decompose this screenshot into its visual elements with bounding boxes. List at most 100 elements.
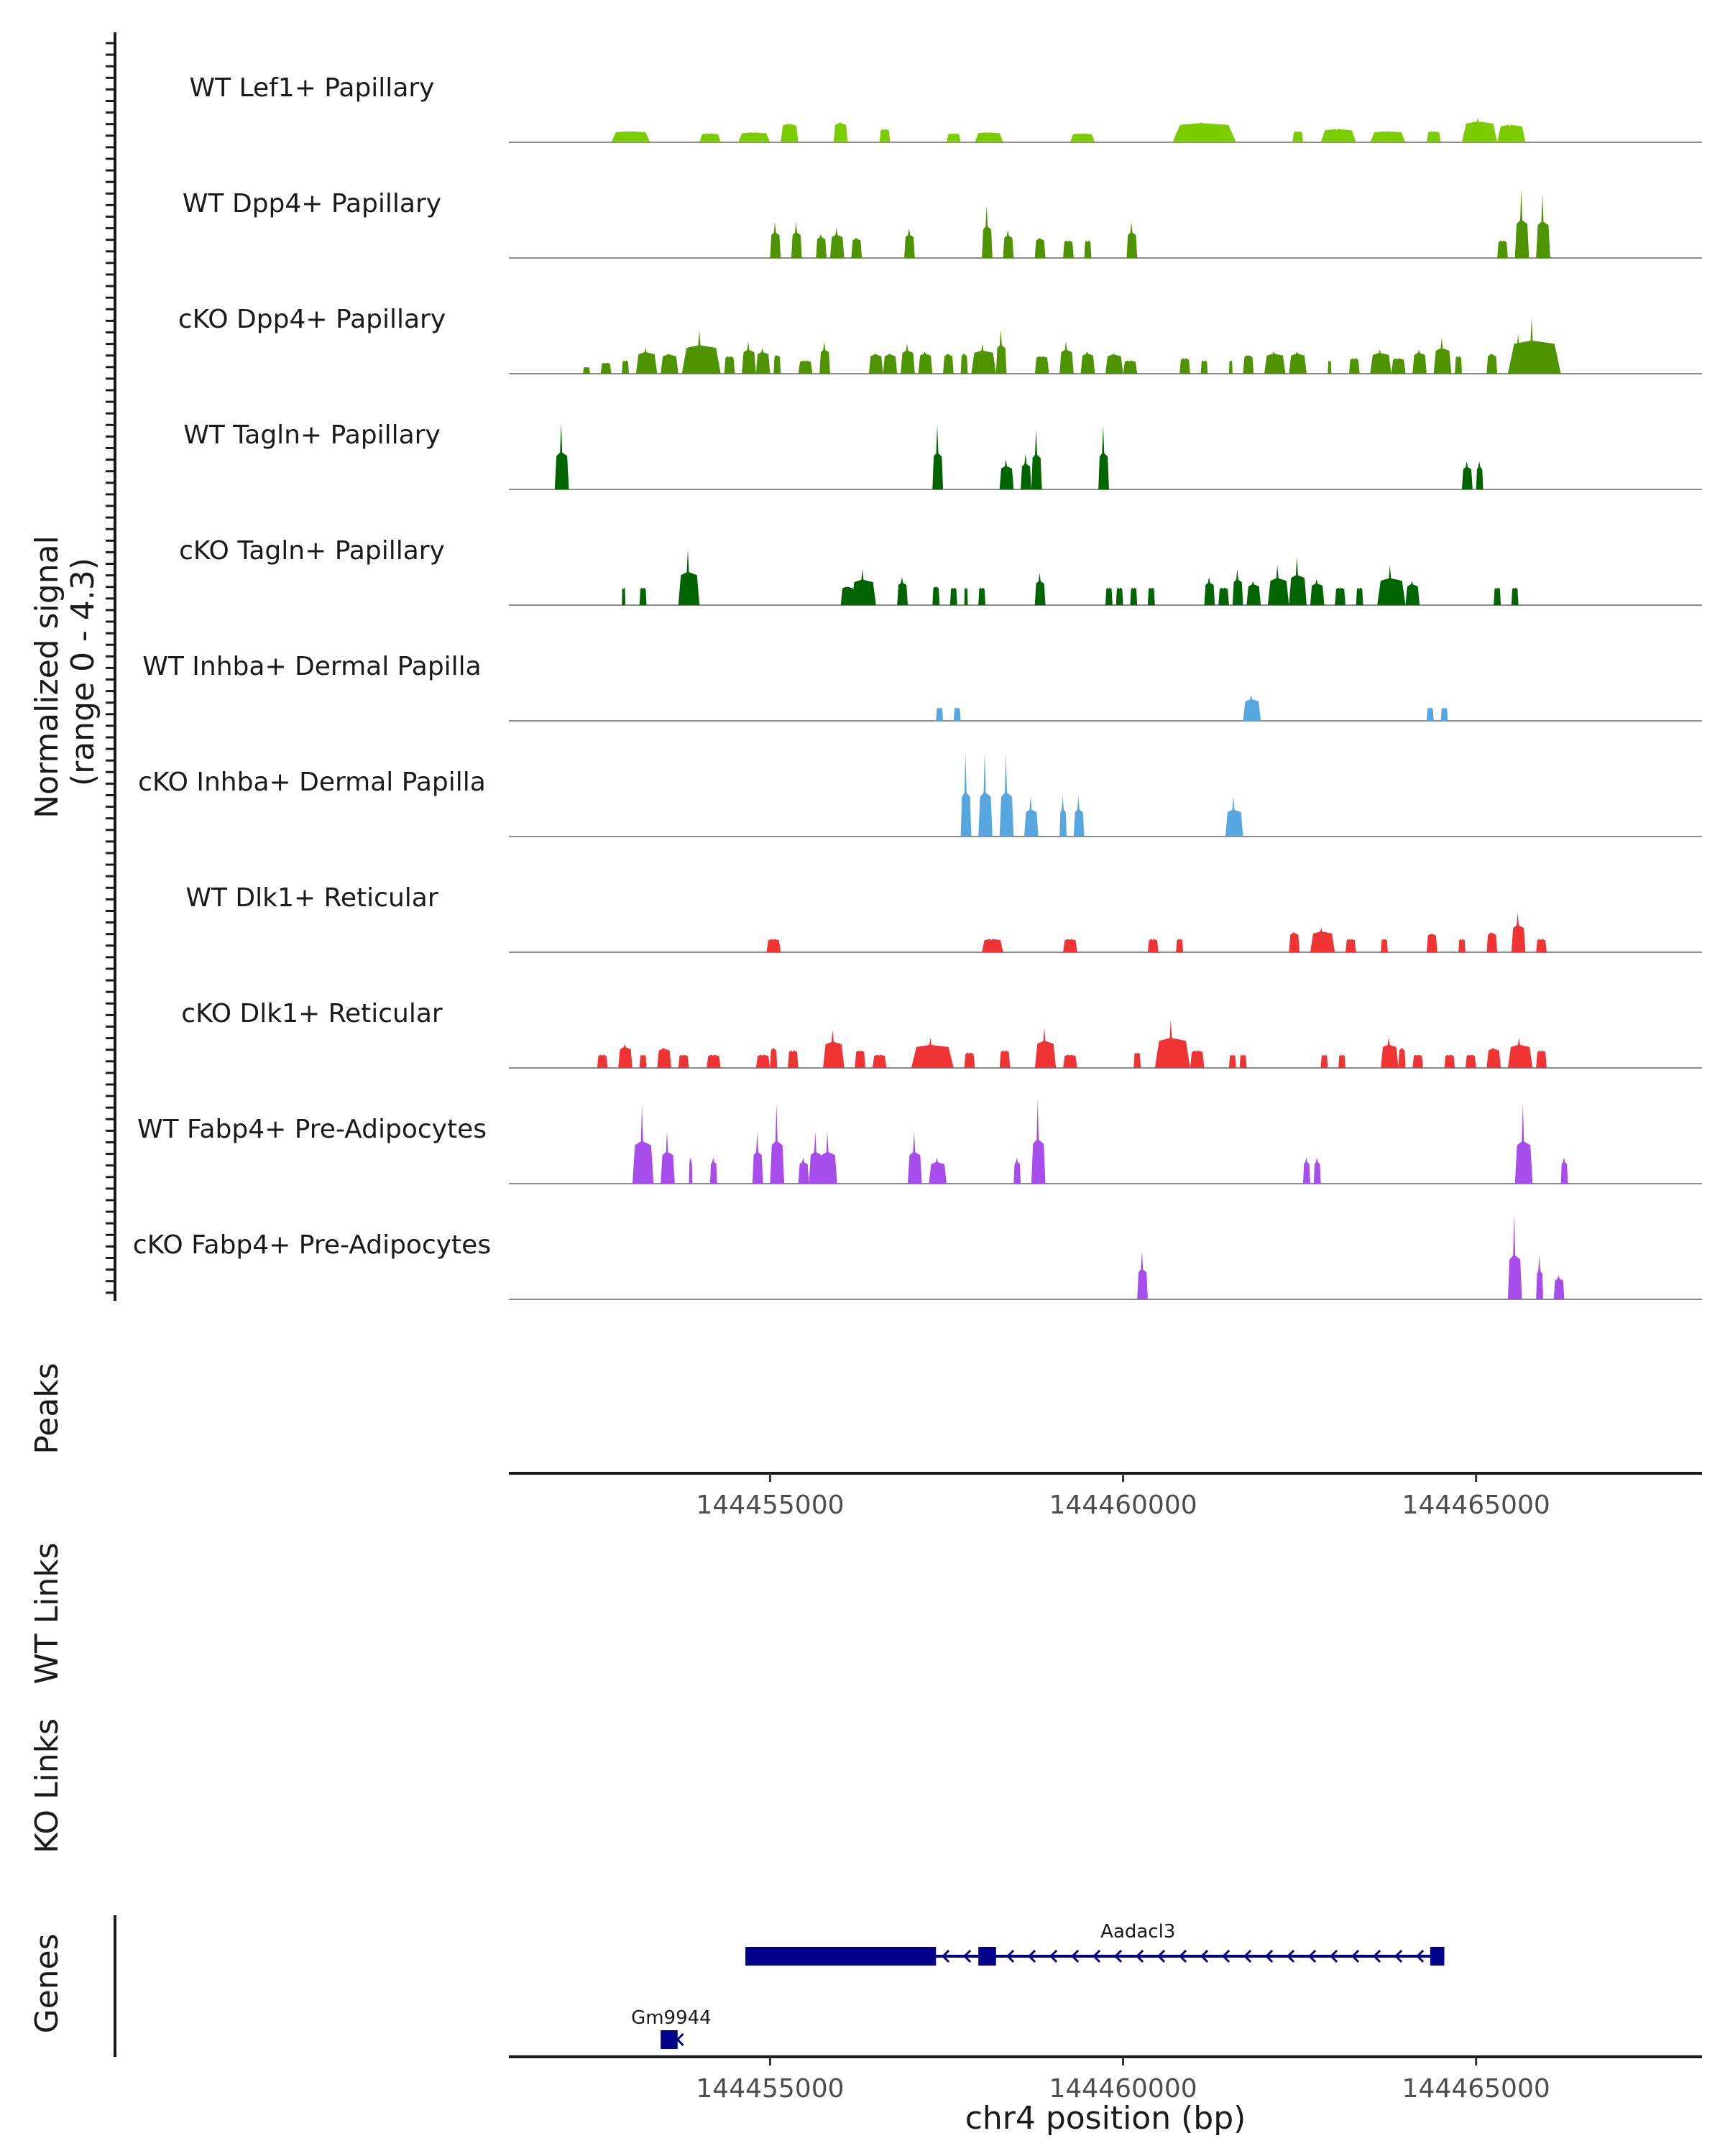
signal-peak — [1497, 124, 1526, 142]
strand-arrow — [1070, 1949, 1080, 1963]
signal-peak — [770, 221, 781, 258]
signal-peak — [960, 752, 972, 837]
signal-peak — [1310, 579, 1325, 605]
track-label: cKO Fabp4+ Pre-Adipocytes — [133, 1230, 491, 1260]
strand-arrow — [1049, 1949, 1058, 1963]
peaks-label: Peaks — [29, 1363, 65, 1454]
strand-arrow — [1221, 1949, 1230, 1963]
signal-peak — [611, 131, 650, 142]
signal-peak — [964, 587, 968, 605]
signal-peak — [1289, 557, 1307, 605]
track-label: WT Fabp4+ Pre-Adipocytes — [137, 1115, 487, 1144]
signal-peak — [678, 1054, 689, 1068]
x-tick-label: 144465000 — [1402, 2074, 1550, 2104]
signal-peak — [819, 1131, 837, 1184]
signal-peak — [918, 351, 933, 374]
signal-peak — [1024, 796, 1039, 837]
signal-peak — [1176, 939, 1183, 952]
strand-arrow — [1415, 1949, 1425, 1963]
signal-peak — [1190, 1050, 1205, 1068]
signal-peak — [964, 1052, 975, 1068]
signal-peak — [1536, 193, 1550, 258]
signal-peak — [1405, 581, 1420, 605]
signal-peak — [1031, 1099, 1046, 1184]
x-tick-label: 144455000 — [696, 1491, 844, 1520]
signal-peak — [1514, 1103, 1533, 1184]
gene-exon — [661, 2030, 678, 2049]
signal-peak — [639, 1054, 647, 1068]
signal-peak — [798, 1157, 809, 1184]
strand-arrow — [676, 2032, 684, 2047]
signal-peak — [1303, 1157, 1310, 1184]
signal-peak — [833, 122, 848, 142]
signal-peak — [1063, 1054, 1077, 1068]
x-tick-label: 144465000 — [1402, 1491, 1550, 1520]
signal-peak — [1426, 707, 1434, 721]
signal-peak — [773, 355, 781, 374]
signal-peak — [1289, 351, 1307, 374]
signal-peak — [1034, 1028, 1057, 1068]
signal-peak — [770, 1103, 785, 1184]
track-label: cKO Inhba+ Dermal Papilla — [138, 768, 486, 797]
signal-peak — [1335, 587, 1346, 605]
signal-peak — [1105, 354, 1123, 374]
signal-peak — [1147, 939, 1159, 952]
signal-peak — [929, 1157, 947, 1184]
signal-peak — [798, 360, 813, 374]
signal-peak — [1080, 351, 1095, 374]
signal-peak — [999, 752, 1014, 837]
signal-peak — [908, 1131, 922, 1184]
signal-peak — [819, 341, 830, 374]
track-9: WT Fabp4+ Pre-Adipocytes — [137, 1099, 1702, 1184]
signal-peak — [1034, 238, 1046, 258]
signal-peak — [1084, 240, 1092, 258]
signal-peak — [1063, 240, 1074, 258]
ko-links-label: KO Links — [29, 1718, 65, 1853]
signal-peak — [1105, 587, 1113, 605]
signal-peak — [1426, 131, 1441, 142]
signal-peak — [999, 459, 1014, 489]
track-label: WT Tagln+ Papillary — [183, 420, 441, 450]
upper-x-axis-ticks: 144455000 144460000 144465000 — [696, 1473, 1550, 1520]
signal-peak — [1063, 939, 1077, 952]
signal-peak — [999, 1050, 1011, 1068]
track-label: WT Lef1+ Papillary — [190, 73, 435, 103]
signal-peak — [851, 238, 862, 258]
signal-peak — [1098, 425, 1109, 489]
track-7: WT Dlk1+ Reticular — [185, 883, 1702, 953]
signal-peak — [872, 1054, 887, 1068]
signal-peak — [1225, 796, 1243, 837]
signal-tracks: WT Lef1+ Papillary WT Dpp4+ Papillary cKO … — [133, 73, 1702, 1300]
signal-peak — [904, 228, 915, 258]
track-2: cKO Dpp4+ Papillary — [178, 305, 1702, 374]
strand-arrow — [1243, 1949, 1252, 1963]
y-axis-range: (range 0 - 4.3) — [65, 558, 101, 786]
signal-peak — [901, 344, 915, 374]
signal-peak — [932, 425, 944, 489]
strand-arrow — [1372, 1949, 1381, 1963]
signal-peak — [1059, 341, 1074, 374]
strand-arrow — [1329, 1949, 1338, 1963]
signal-peak — [1455, 356, 1462, 374]
track-6: cKO Inhba+ Dermal Papilla — [138, 752, 1702, 837]
signal-peak — [1514, 190, 1530, 258]
signal-peak — [1137, 1251, 1148, 1299]
signal-peak — [960, 354, 968, 374]
signal-peak — [982, 206, 993, 258]
signal-peak — [1264, 351, 1286, 374]
signal-peak — [840, 586, 855, 605]
gene-exon — [1430, 1947, 1445, 1966]
lower-x-axis-ticks: 144455000 144460000 144465000 — [696, 2057, 1550, 2104]
signal-peak — [1034, 573, 1046, 605]
signal-peak — [724, 356, 735, 374]
track-label: cKO Tagln+ Papillary — [179, 536, 445, 566]
strand-arrow — [1264, 1949, 1274, 1963]
track-label: cKO Dpp4+ Papillary — [178, 305, 446, 334]
signal-peak — [1486, 354, 1498, 374]
signal-peak — [943, 354, 954, 374]
strand-arrow — [941, 1949, 950, 1963]
signal-peak — [911, 1038, 954, 1068]
signal-peak — [897, 576, 908, 605]
signal-peak — [1218, 587, 1229, 605]
gene-label: Aadacl3 — [1100, 1921, 1175, 1943]
